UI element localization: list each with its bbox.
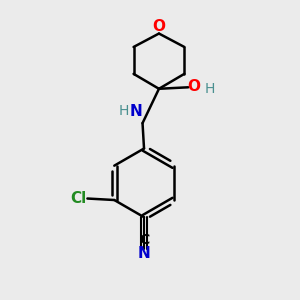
Text: H: H [119, 104, 129, 118]
Text: O: O [188, 79, 201, 94]
Text: H: H [205, 82, 215, 96]
Text: Cl: Cl [70, 191, 87, 206]
Text: C: C [140, 233, 150, 247]
Text: N: N [130, 104, 142, 119]
Text: N: N [138, 246, 150, 261]
Text: O: O [152, 20, 166, 34]
